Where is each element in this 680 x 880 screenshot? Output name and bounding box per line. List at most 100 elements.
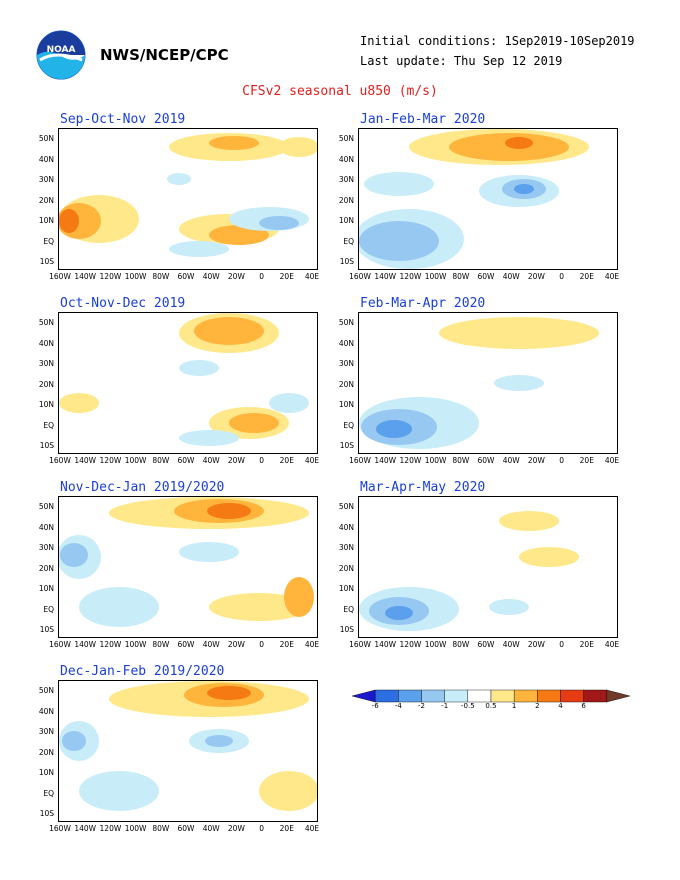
colorbar-segment — [374, 689, 399, 703]
y-axis-label: 10S — [39, 625, 54, 634]
colorbar-segment — [537, 689, 561, 703]
x-axis-label: 160W — [349, 456, 371, 465]
x-axis-label: 100W — [124, 272, 147, 281]
x-axis-label: 20W — [527, 640, 545, 649]
colorbar-tick-label: -0.5 — [460, 702, 475, 710]
x-axis-label: 60W — [177, 272, 195, 281]
y-axis-label: 10N — [38, 400, 54, 409]
x-axis-label: 40E — [304, 456, 320, 465]
y-axis-label: 50N — [38, 686, 54, 695]
x-axis-label: 100W — [124, 640, 147, 649]
x-axis-label: 0 — [259, 456, 264, 465]
x-axis-label: 140W — [374, 272, 397, 281]
y-axis-label: EQ — [43, 236, 54, 246]
x-axis-label: 0 — [559, 640, 564, 649]
x-axis-label: 80W — [152, 640, 170, 649]
x-axis-label: 20W — [527, 456, 545, 465]
x-axis-label: 20E — [579, 456, 594, 465]
x-axis-label: 40W — [502, 456, 520, 465]
panel-title-djf: Dec-Jan-Feb 2019/2020 — [60, 664, 225, 679]
x-axis-label: 120W — [99, 456, 122, 465]
panel-title-mam: Mar-Apr-May 2020 — [360, 480, 486, 495]
colorbar-segment — [467, 689, 492, 703]
y-axis-label: 10N — [338, 400, 354, 409]
colorbar-segment — [398, 689, 422, 703]
panel-title-ndj: Nov-Dec-Jan 2019/2020 — [60, 480, 225, 495]
colorbar-tick-label: 2 — [535, 702, 540, 710]
y-axis-label: 20N — [338, 195, 354, 205]
y-axis-label: 40N — [38, 154, 54, 164]
map-panel-mam — [358, 496, 618, 638]
y-axis-label: EQ — [43, 604, 54, 614]
x-axis-label: 40E — [604, 456, 620, 465]
x-axis-label: 140W — [74, 272, 97, 281]
x-axis-label: 60W — [177, 640, 195, 649]
x-axis-label: 60W — [177, 456, 195, 465]
x-axis-label: 60W — [477, 640, 495, 649]
x-axis-label: 160W — [49, 640, 71, 649]
colorbar-tick-label: 1 — [511, 702, 517, 710]
x-axis-label: 40W — [502, 272, 520, 281]
panel-title-fma: Feb-Mar-Apr 2020 — [360, 296, 486, 311]
map-panel-djf — [58, 680, 318, 822]
y-axis-label: 50N — [38, 134, 54, 143]
y-axis-label: 10S — [39, 441, 54, 450]
x-axis-label: 120W — [399, 272, 422, 281]
x-axis-label: 40W — [202, 824, 220, 833]
y-axis-label: 40N — [38, 338, 54, 348]
x-axis-label: 0 — [559, 272, 564, 281]
x-axis-label: 80W — [152, 272, 170, 281]
x-axis-label: 40E — [604, 272, 620, 281]
x-axis-label: 120W — [99, 640, 122, 649]
y-axis-label: 10S — [339, 625, 354, 634]
y-axis-label: EQ — [343, 236, 354, 246]
y-axis-label: EQ — [43, 788, 54, 798]
colorbar-tick-label: -1 — [441, 702, 449, 710]
map-panel-fma — [358, 312, 618, 454]
y-axis-label: 10N — [38, 768, 54, 777]
x-axis-label: 140W — [74, 640, 97, 649]
colorbar-tick-label: 0.5 — [485, 702, 497, 710]
colorbar-tick-label: 6 — [581, 702, 586, 710]
x-axis-label: 80W — [152, 456, 170, 465]
x-axis-label: 60W — [477, 272, 495, 281]
y-axis-label: 40N — [38, 522, 54, 532]
x-axis-label: 20W — [227, 272, 245, 281]
x-axis-label: 40W — [202, 456, 220, 465]
y-axis-label: 10S — [39, 809, 54, 818]
last-update: Last update: Thu Sep 12 2019 — [360, 54, 563, 68]
colorbar-segment — [490, 689, 515, 703]
x-axis-label: 120W — [399, 456, 422, 465]
colorbar-segment — [560, 689, 584, 703]
x-axis-label: 0 — [259, 640, 264, 649]
y-axis-label: 20N — [38, 195, 54, 205]
x-axis-label: 60W — [177, 824, 195, 833]
x-axis-label: 20W — [227, 640, 245, 649]
x-axis-label: 40W — [202, 272, 220, 281]
x-axis-label: 160W — [49, 272, 71, 281]
y-axis-label: 30N — [38, 543, 54, 552]
x-axis-label: 100W — [124, 824, 147, 833]
x-axis-label: 120W — [399, 640, 422, 649]
map-panel-jfm — [358, 128, 618, 270]
x-axis-label: 20W — [527, 272, 545, 281]
panel-title-son: Sep-Oct-Nov 2019 — [60, 112, 186, 127]
y-axis-label: 20N — [38, 379, 54, 389]
x-axis-label: 60W — [477, 456, 495, 465]
map-panel-son — [58, 128, 318, 270]
colorbar-tick-label: -6 — [371, 702, 379, 710]
y-axis-label: 10S — [39, 257, 54, 266]
x-axis-label: 80W — [452, 640, 470, 649]
y-axis-label: 50N — [338, 502, 354, 511]
x-axis-label: 80W — [152, 824, 170, 833]
x-axis-label: 40W — [202, 640, 220, 649]
y-axis-label: 20N — [38, 747, 54, 757]
colorbar-tick-label: -4 — [394, 702, 402, 710]
y-axis-label: EQ — [43, 420, 54, 430]
colorbar-tick-label: 4 — [558, 702, 563, 710]
y-axis-label: 10N — [38, 584, 54, 593]
y-axis-label: 40N — [38, 706, 54, 716]
colorbar-tick-label: -2 — [418, 702, 425, 710]
x-axis-label: 160W — [49, 824, 71, 833]
y-axis-label: 30N — [38, 727, 54, 736]
